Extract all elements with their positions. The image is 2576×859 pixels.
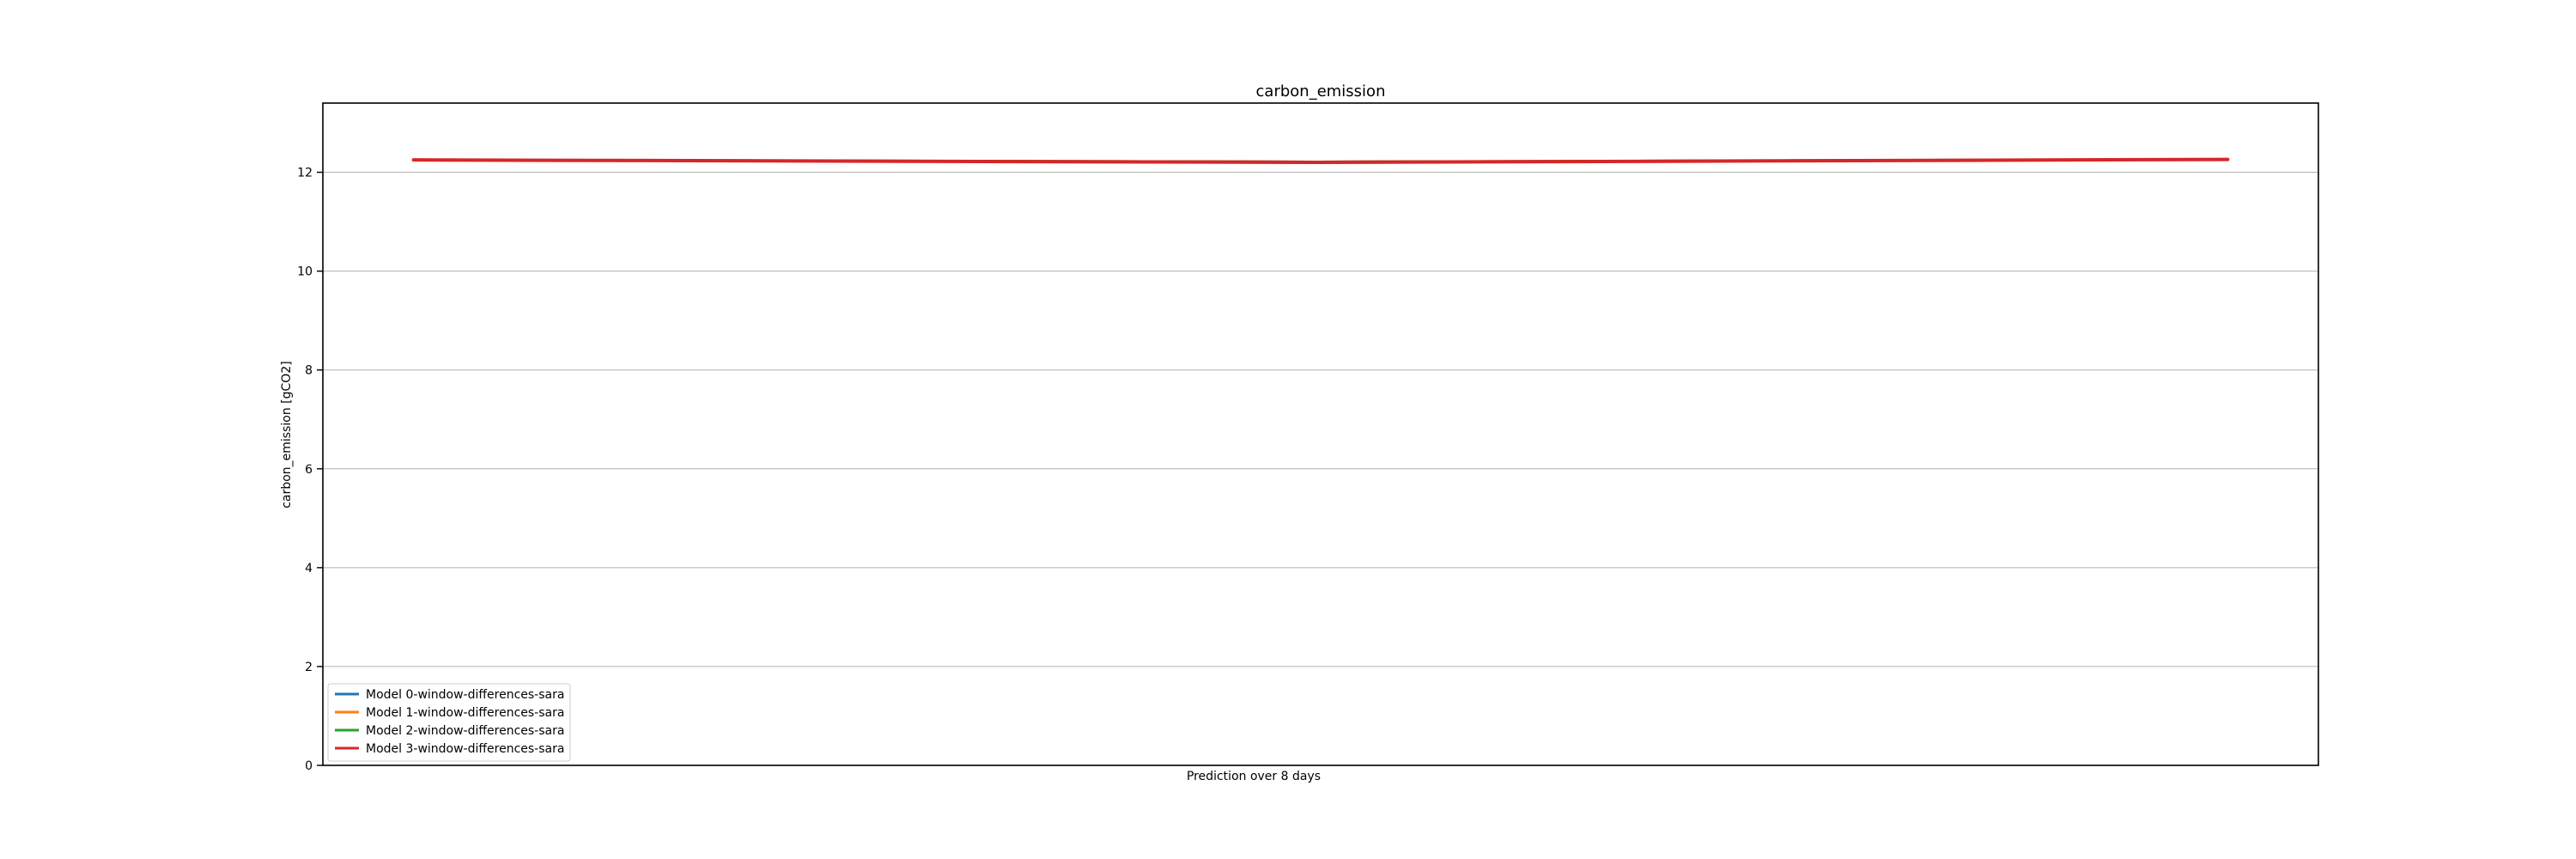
y-tick-label: 10 xyxy=(297,265,313,279)
plot-frame xyxy=(322,102,2319,766)
x-axis-label: Prediction over 8 days xyxy=(1187,770,1321,783)
series-lines xyxy=(411,157,2230,165)
y-tick-label: 6 xyxy=(305,463,313,477)
y-tick-label: 8 xyxy=(305,364,313,378)
y-tick-label: 2 xyxy=(305,661,313,674)
legend-label: Model 3-window-differences-sara xyxy=(366,742,564,756)
legend-label: Model 1-window-differences-sara xyxy=(366,706,564,720)
legend-items: Model 0-window-differences-sara Model 1-w… xyxy=(335,688,564,756)
series-line xyxy=(411,157,2230,165)
legend-label: Model 0-window-differences-sara xyxy=(366,688,564,702)
y-tick-label: 0 xyxy=(305,759,313,773)
legend-label: Model 2-window-differences-sara xyxy=(366,724,564,738)
y-tick-label: 12 xyxy=(297,167,313,180)
y-axis-label: carbon_emission [gCO2] xyxy=(280,361,294,508)
legend-box xyxy=(327,683,571,762)
y-tick-label: 4 xyxy=(305,562,313,576)
y-axis-ticks: 0 2 4 6 8 10 12 xyxy=(297,167,323,773)
legend: Model 0-window-differences-sara Model 1-w… xyxy=(327,683,571,762)
chart-title: carbon_emission xyxy=(1256,82,1386,101)
